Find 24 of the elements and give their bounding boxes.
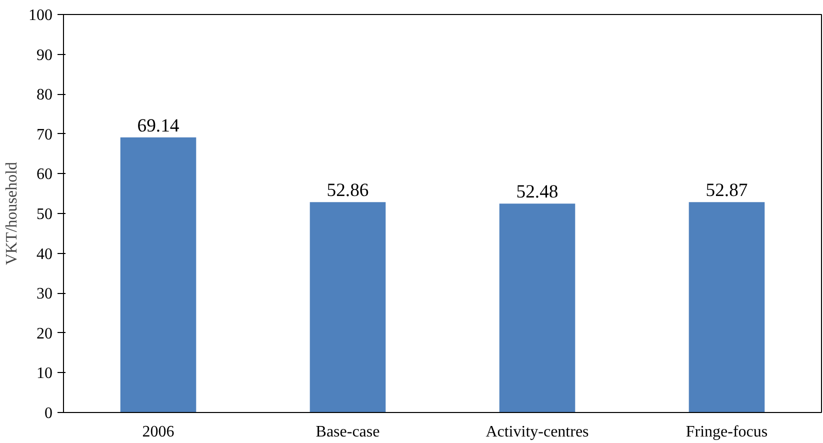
data-label: 52.48 bbox=[516, 182, 558, 203]
y-tick-label: 20 bbox=[36, 325, 52, 342]
data-label: 69.14 bbox=[137, 115, 180, 136]
y-tick-label: 30 bbox=[36, 286, 52, 303]
data-label: 52.86 bbox=[326, 180, 369, 202]
y-tick-label: 0 bbox=[44, 405, 52, 422]
x-tick-label: Fringe-focus bbox=[686, 424, 768, 440]
y-tick-label: 100 bbox=[28, 7, 52, 24]
x-tick-label: 2006 bbox=[142, 424, 174, 440]
x-tick-label: Base-case bbox=[316, 424, 380, 440]
bar bbox=[499, 204, 576, 412]
y-tick-label: 10 bbox=[36, 365, 52, 382]
data-label: 52.87 bbox=[706, 180, 748, 202]
x-tick-label: Activity-centres bbox=[486, 424, 589, 440]
y-axis-title: VKT/household bbox=[4, 162, 20, 266]
bar bbox=[120, 137, 196, 412]
bar bbox=[688, 202, 765, 412]
y-tick-label: 40 bbox=[36, 246, 52, 263]
y-tick-label: 60 bbox=[36, 166, 52, 184]
y-tick-label: 70 bbox=[36, 126, 52, 144]
y-tick-label: 50 bbox=[36, 206, 52, 223]
bar bbox=[310, 202, 386, 412]
y-tick-label: 80 bbox=[36, 86, 52, 104]
y-tick-label: 90 bbox=[36, 46, 52, 64]
